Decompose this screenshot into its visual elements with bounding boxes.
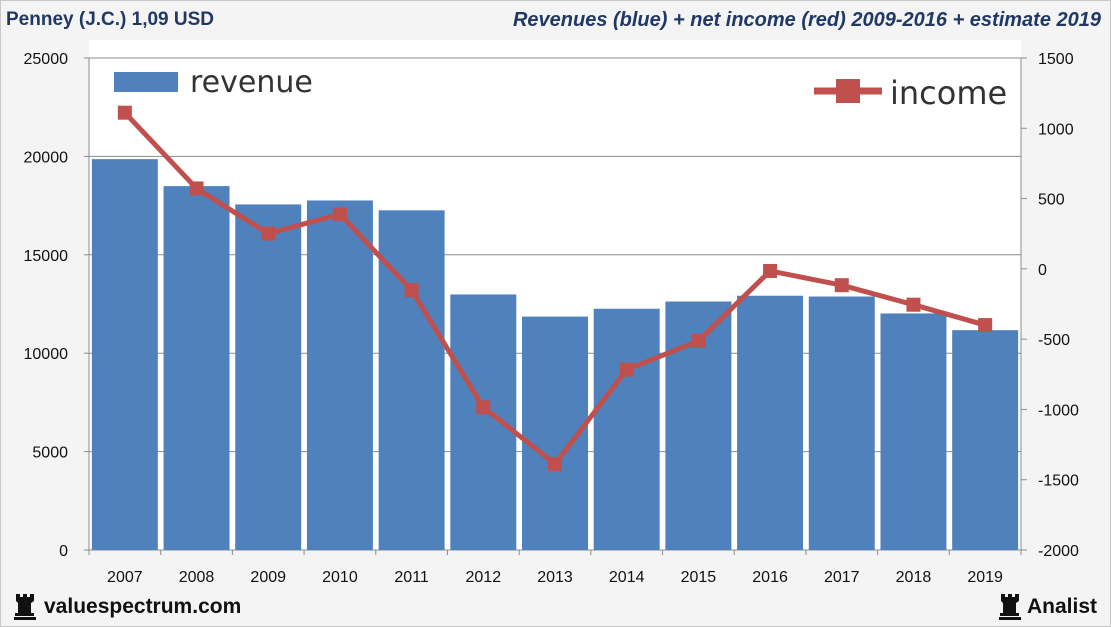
legend-revenue-swatch [114,72,178,92]
y-left-tick-label: 10000 [24,346,69,363]
x-tick-label: 2016 [752,569,788,586]
y-left-axis: 0 5000 10000 15000 20000 25000 [24,51,89,560]
x-tick-label: 2009 [250,569,286,586]
x-tick-label: 2014 [609,569,645,586]
footer-site-label: valuespectrum.com [44,595,242,618]
income-point [404,283,419,298]
x-tick-label: 2013 [537,569,573,586]
y-left-tick-label: 25000 [24,51,69,68]
income-point [834,278,849,293]
x-tick-label: 2010 [322,569,358,586]
revenue-bar [880,313,947,550]
y-right-tick-label: -1500 [1038,473,1079,490]
x-tick-label: 2019 [967,569,1003,586]
y-left-tick-label: 5000 [32,445,68,462]
income-point [691,333,706,348]
y-left-tick-label: 15000 [24,248,69,265]
legend: revenue income [114,65,1007,112]
income-point [261,226,276,241]
footer-site: valuespectrum.com [14,594,241,620]
income-point [619,362,634,377]
revenue-bar [235,204,302,551]
revenue-bar [952,330,1019,550]
income-point [763,263,778,278]
chart-title-left: Penney (J.C.) 1,09 USD [6,9,215,30]
legend-income-label: income [890,74,1007,112]
income-point [906,297,921,312]
x-tick-label: 2017 [824,569,860,586]
y-left-tick-label: 20000 [24,149,69,166]
rook-icon [998,594,1021,620]
x-axis-labels: 2007 2008 2009 2010 2011 2012 2013 2014 2015 2016… [88,550,1022,586]
revenue-bar [808,296,875,550]
income-point [476,400,491,415]
x-tick-label: 2007 [107,569,143,586]
revenue-bar [91,159,158,550]
revenue-bar [306,200,373,550]
revenue-bar [737,295,804,550]
x-tick-label: 2015 [681,569,717,586]
income-point [117,105,132,120]
revenue-bar [378,210,445,551]
revenue-bars [91,159,1019,551]
revenue-bar [163,186,230,550]
y-right-tick-label: -2000 [1038,543,1079,560]
income-point [332,207,347,222]
income-point [978,318,993,333]
y-right-tick-label: -500 [1038,332,1070,349]
income-point [189,181,204,196]
x-tick-label: 2012 [466,569,502,586]
legend-income-marker [836,79,860,103]
chart-title-right: Revenues (blue) + net income (red) 2009-… [512,9,1101,31]
income-line [117,105,993,471]
y-left-tick-label: 0 [59,543,68,560]
y-right-tick-label: 1500 [1038,51,1074,68]
footer-brand-label: Analist [1026,595,1097,618]
legend-revenue-label: revenue [190,65,313,100]
revenue-bar [450,294,517,550]
y-right-tick-label: 1000 [1038,121,1074,138]
rook-icon [14,594,36,620]
y-right-axis: -2000 -1500 -1000 -500 0 500 1000 1500 [1021,51,1079,560]
x-tick-label: 2018 [896,569,932,586]
x-tick-label: 2008 [179,569,215,586]
income-point [548,456,562,471]
y-right-tick-label: -1000 [1038,402,1079,419]
y-right-tick-label: 500 [1038,192,1065,209]
revenue-bar [593,308,660,550]
y-right-tick-label: 0 [1038,262,1047,279]
x-tick-label: 2011 [394,569,429,586]
footer-brand: Analist [998,594,1097,620]
